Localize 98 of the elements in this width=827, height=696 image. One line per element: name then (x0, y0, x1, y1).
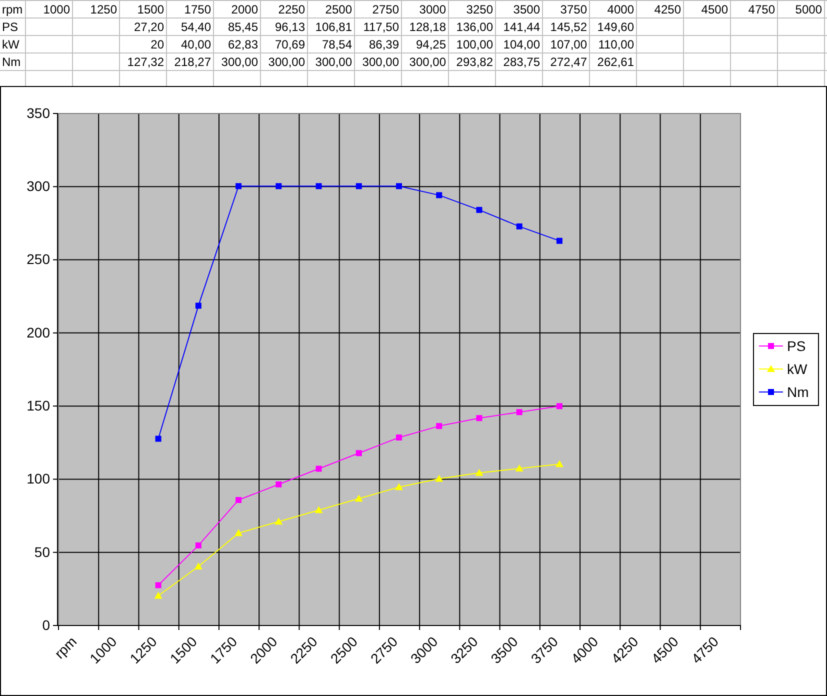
x-tick-label: 4500 (701, 2, 728, 16)
point (356, 183, 362, 190)
point (396, 434, 402, 440)
data-label: 85,45 (228, 20, 258, 34)
y-tick-label: 350 (26, 104, 50, 121)
y-tick-label: 0 (42, 616, 50, 633)
x-tick-label: 3500 (513, 2, 540, 16)
point (314, 506, 323, 514)
y-tick-label: 300 (26, 178, 50, 194)
data-label: 20 (150, 38, 164, 52)
y-tick-label: 150 (26, 397, 50, 414)
point (556, 238, 562, 244)
x-tick-label: 3000 (419, 2, 446, 16)
y-tick-label: 200 (26, 324, 50, 340)
point (316, 183, 322, 190)
data-label: 300,00 (315, 55, 352, 69)
data-label: 54,40 (180, 20, 212, 34)
x-tick-label: 2250 (278, 2, 306, 16)
data-label: 70,69 (274, 38, 306, 52)
point (395, 483, 403, 490)
data-label: 40,00 (180, 38, 212, 52)
point (516, 409, 522, 416)
y-tick-label: 50 (34, 544, 50, 560)
point (476, 206, 482, 213)
point (276, 183, 282, 190)
data-label: 100,00 (456, 38, 494, 52)
point (274, 518, 283, 525)
data-label: 117,50 (363, 20, 400, 34)
point (435, 474, 444, 482)
x-tick-label: 2500 (325, 2, 352, 16)
x-tick-label: 1500 (137, 2, 164, 16)
x-tick-label: 3750 (560, 2, 588, 16)
data-label: 110,00 (598, 38, 634, 52)
data-label: 300,00 (221, 55, 258, 69)
x-tick-label: rpm (51, 633, 80, 662)
data-label: 78,54 (322, 38, 352, 52)
data-label: 218,27 (174, 55, 212, 69)
legend-label: Nm (787, 384, 809, 400)
data-label: 300,00 (362, 55, 400, 69)
data-label: 127,32 (127, 55, 164, 69)
data-label: 300,00 (409, 55, 446, 69)
data-label: 62,83 (228, 38, 258, 52)
data-label: 96,13 (274, 20, 306, 34)
data-label: 283,75 (503, 55, 540, 69)
point (515, 464, 524, 472)
point (195, 302, 202, 309)
y-tick-label: 250 (26, 251, 50, 268)
point (234, 529, 243, 536)
y-tick-label: Nm (2, 55, 21, 69)
x-tick-label: 5000 (795, 2, 822, 16)
y-tick-label: 100 (26, 470, 50, 487)
x-tick-label: 4250 (654, 2, 682, 16)
point (354, 494, 363, 502)
point (556, 403, 562, 410)
point (155, 582, 162, 588)
point (236, 183, 242, 190)
data-label: 300,00 (268, 55, 306, 69)
data-label: 149,60 (597, 20, 634, 34)
point (356, 450, 362, 456)
x-tick-label: 2750 (372, 2, 400, 16)
point (475, 468, 484, 476)
y-tick-label: kW (2, 38, 20, 52)
y-tick-label: PS (2, 20, 18, 34)
data-label: 272,47 (550, 55, 588, 69)
data-label: 145,52 (550, 20, 588, 34)
point (316, 466, 322, 472)
data-label: 262,61 (597, 55, 634, 69)
point (194, 562, 202, 570)
data-label: 104,00 (503, 38, 540, 52)
point (276, 481, 282, 488)
data-label: 94,25 (416, 38, 446, 52)
point (236, 497, 242, 503)
point (516, 223, 522, 230)
x-tick-label: 4750 (748, 2, 776, 16)
data-label: 106,81 (315, 20, 352, 34)
data-label: 141,44 (503, 20, 540, 34)
x-tick-label: 1750 (184, 2, 212, 16)
data-label: 128,18 (409, 20, 446, 34)
data-label: 86,39 (368, 38, 400, 52)
x-tick-label: 1250 (90, 2, 118, 16)
data-label: 293,82 (456, 55, 494, 69)
point (436, 423, 442, 430)
data-label: 27,20 (134, 20, 164, 34)
x-tick-label: 2000 (231, 2, 258, 16)
x-tick-label: 3250 (466, 2, 494, 16)
data-label: 136,00 (456, 20, 494, 34)
x-tick-label: 4000 (607, 2, 634, 16)
legend-label: PS (787, 338, 806, 354)
data-label: 107,00 (550, 38, 588, 52)
point (154, 592, 162, 599)
legend-label: kW (787, 360, 808, 377)
point (155, 436, 162, 442)
x-tick-label: 1000 (43, 2, 70, 16)
point (436, 192, 442, 198)
point (396, 183, 402, 190)
point (555, 460, 564, 468)
point (476, 415, 482, 422)
point (195, 542, 202, 548)
